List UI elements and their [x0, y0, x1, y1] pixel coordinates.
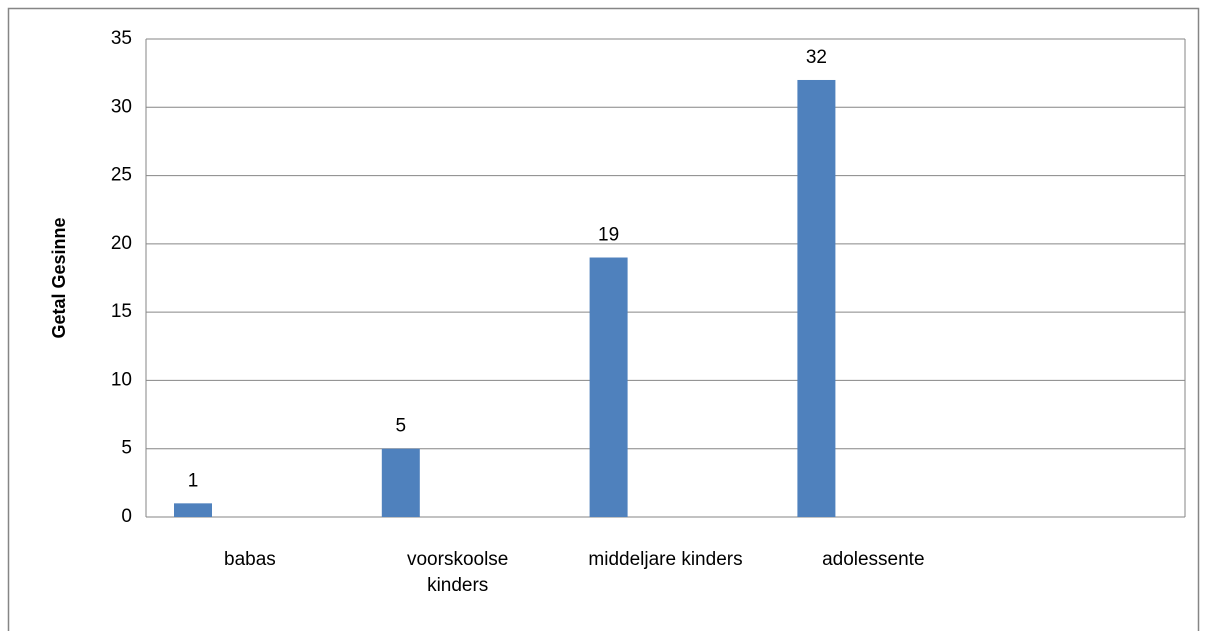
data-label: 1 — [188, 470, 199, 491]
y-tick-label: 5 — [121, 438, 132, 459]
bar — [381, 448, 420, 517]
y-axis-title: Getal Gesinne — [49, 217, 69, 338]
data-label: 5 — [396, 416, 407, 437]
bar — [589, 257, 628, 517]
y-tick-label: 35 — [111, 28, 132, 49]
chart-border — [7, 7, 1200, 631]
y-tick-label: 0 — [121, 506, 132, 527]
data-label: 32 — [806, 47, 827, 68]
y-tick-label: 10 — [111, 369, 132, 390]
x-tick-label: adolessente — [822, 549, 925, 570]
y-tick-label: 25 — [111, 165, 132, 186]
x-tick-label: voorskoolse kinders — [406, 549, 509, 596]
y-tick-label: 15 — [111, 301, 132, 322]
bar — [174, 503, 212, 517]
x-tick-label: babas — [224, 549, 276, 570]
y-tick-label: 20 — [111, 233, 132, 254]
y-tick-label: 30 — [111, 96, 132, 117]
x-tick-label: middeljare kinders — [588, 549, 743, 570]
data-label: 19 — [598, 225, 619, 246]
bar — [797, 79, 836, 517]
